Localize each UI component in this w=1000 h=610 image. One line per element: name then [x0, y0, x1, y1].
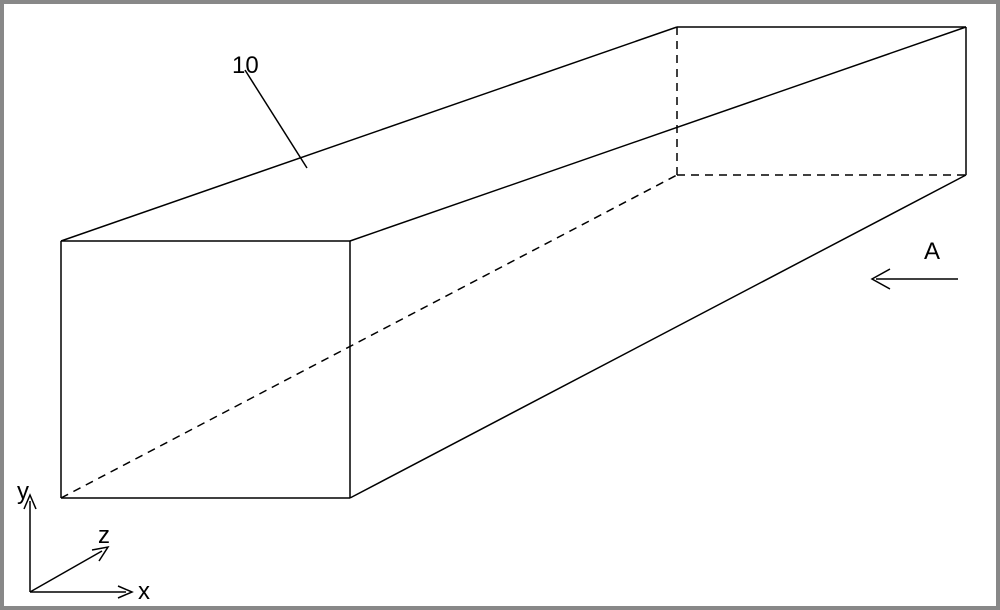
box-edge-bottom-right	[350, 175, 966, 498]
diagram-svg	[0, 0, 1000, 610]
technical-drawing-container: 10 A x y z	[0, 0, 1000, 610]
box-edge-top-right	[350, 27, 966, 241]
axis-x-label: x	[138, 578, 150, 606]
axis-z-line	[30, 551, 102, 592]
axis-z-label: z	[98, 522, 110, 550]
diagram-border	[2, 2, 998, 608]
leader-line-10	[245, 70, 307, 168]
part-number-label: 10	[232, 52, 259, 80]
view-indicator-label: A	[924, 238, 940, 266]
box-edge-top-left	[61, 27, 677, 241]
box-edge-hidden-bottom-left	[61, 175, 677, 498]
axis-y-label: y	[17, 478, 29, 506]
